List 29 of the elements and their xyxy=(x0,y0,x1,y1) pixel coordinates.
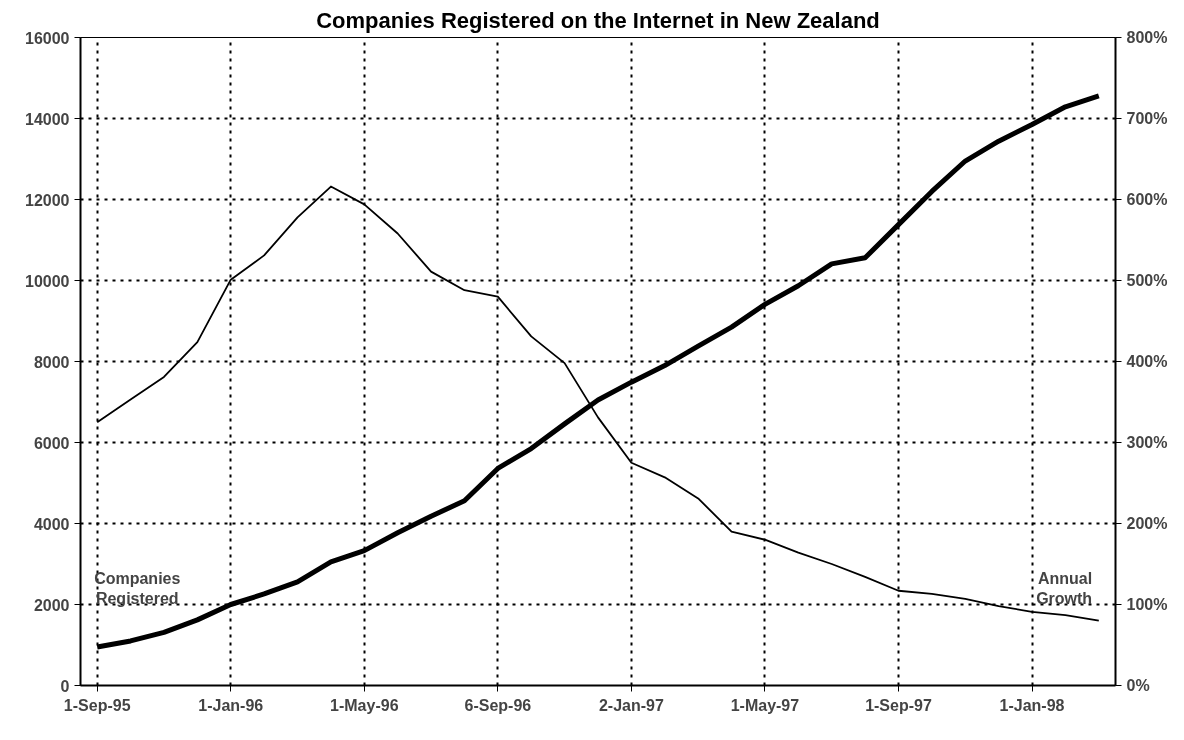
chart-title: Companies Registered on the Internet in New Zealand xyxy=(316,7,880,33)
y-tick-label: 6000 xyxy=(33,434,70,452)
y-tick-label: 2000 xyxy=(33,596,70,614)
x-tick-label: 1-May-96 xyxy=(330,696,399,714)
y2-tick-label: 100% xyxy=(1126,596,1168,613)
y-tick-label: 10000 xyxy=(25,272,70,290)
x-tick-label: 6-Sep-96 xyxy=(464,696,532,714)
x-tick-label: 2-Jan-97 xyxy=(598,696,664,714)
y-tick-label: 16000 xyxy=(25,29,70,47)
y2-tick-label: 0% xyxy=(1126,677,1150,694)
y-tick-label: 12000 xyxy=(25,191,70,209)
series-label: Companies Registered xyxy=(94,569,181,607)
x-tick-label: 1-Jan-96 xyxy=(198,696,264,714)
y-tick-label: 8000 xyxy=(33,353,70,371)
x-tick-label: 1-May-97 xyxy=(730,696,800,714)
series-label: Annual Growth xyxy=(1036,569,1093,607)
y2-tick-label: 500% xyxy=(1126,272,1168,289)
x-tick-label: 1-Jan-98 xyxy=(999,696,1065,714)
y2-tick-label: 200% xyxy=(1126,515,1168,532)
x-tick-label: 1-Sep-97 xyxy=(865,696,932,714)
y2-tick-label: 600% xyxy=(1126,191,1168,208)
y-tick-label: 4000 xyxy=(33,515,70,533)
y-tick-label: 14000 xyxy=(25,110,70,128)
y2-tick-label: 700% xyxy=(1126,110,1168,127)
y2-tick-label: 400% xyxy=(1126,353,1168,370)
y2-tick-label: 800% xyxy=(1126,29,1168,46)
y-tick-label: 0 xyxy=(60,677,70,695)
x-tick-label: 1-Sep-95 xyxy=(63,696,131,714)
y2-tick-label: 300% xyxy=(1126,434,1168,451)
